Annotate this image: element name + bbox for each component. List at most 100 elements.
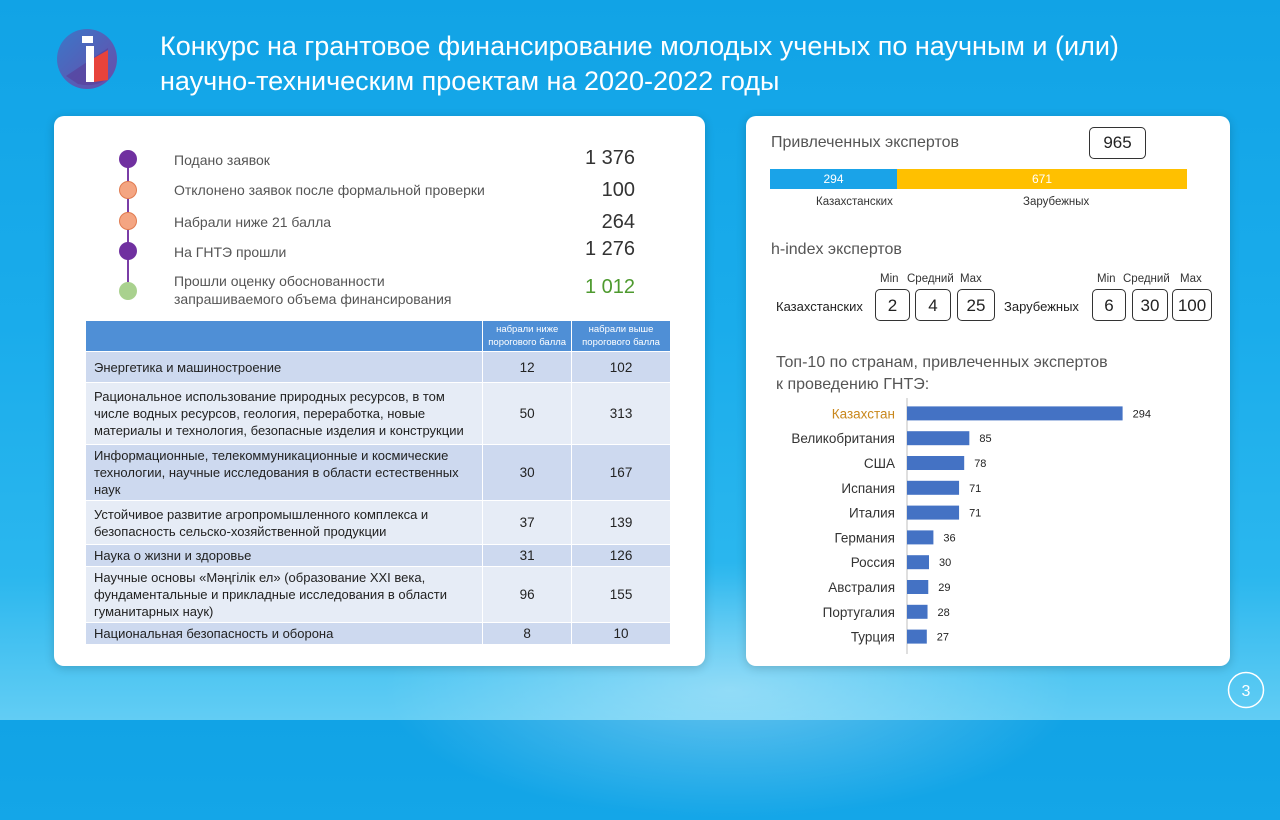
- logo-icon: [57, 29, 117, 89]
- chart-value-label: 36: [943, 532, 955, 544]
- hindex-title: h-index экспертов: [771, 241, 902, 258]
- table-header-below: набрали ниже порогового балла: [482, 320, 573, 352]
- chart-bar: [907, 431, 970, 446]
- chart-value-label: 71: [969, 483, 981, 495]
- applications-panel: Подано заявок 1 376 Отклонено заявок пос…: [54, 116, 705, 666]
- chart-bar: [907, 530, 934, 545]
- table-cell-category: Энергетика и машиностроение: [84, 351, 484, 383]
- hindex-col-avg-kz: Средний: [907, 273, 954, 285]
- table-row: Информационные, телекоммуникационные и к…: [84, 444, 671, 501]
- timeline-dot: [119, 212, 137, 230]
- table-row: Научные основы «Мәңгілік ел» (образовани…: [84, 566, 671, 623]
- page-number: 3: [1242, 683, 1251, 700]
- table-row: Наука о жизни и здоровье 31 126: [84, 544, 671, 567]
- table-cell-below: 50: [482, 382, 573, 445]
- stat-value: 264: [601, 211, 635, 233]
- table-cell-below: 37: [482, 500, 573, 545]
- chart-value-label: 28: [938, 607, 950, 619]
- hindex-label-kazakh: Казахстанских: [776, 299, 863, 314]
- chart-category-label: Великобритания: [791, 431, 895, 446]
- stat-row-rejected: Отклонено заявок после формальной провер…: [54, 176, 705, 206]
- chart-category-label: Россия: [851, 555, 895, 570]
- top-countries-title-line: к проведению ГНТЭ:: [776, 376, 930, 393]
- experts-title: Привлеченных экспертов: [771, 134, 960, 151]
- chart-category-label: Испания: [841, 481, 895, 496]
- table-row: Энергетика и машиностроение 12 102: [84, 351, 671, 383]
- chart-category-label: Италия: [849, 506, 895, 521]
- table-cell-below: 8: [482, 622, 573, 645]
- slide-title-line2: научно-техническим проектам на 2020-2022…: [160, 66, 780, 96]
- stat-label: Набрали ниже 21 балла: [174, 214, 332, 230]
- table-cell-above: 126: [571, 544, 671, 567]
- timeline-dot: [119, 181, 137, 199]
- hindex-col-min-kz: Min: [880, 273, 899, 285]
- table-cell-category: Устойчивое развитие агропромышленного ко…: [84, 500, 484, 545]
- hindex-col-avg-fr: Средний: [1123, 273, 1170, 285]
- top-countries-title: Топ-10 по странам, привлеченных эксперто…: [776, 352, 1108, 396]
- timeline-dot: [119, 150, 137, 168]
- chart-value-label: 78: [974, 458, 986, 470]
- timeline-dot: [119, 282, 137, 300]
- experts-label-kazakh: Казахстанских: [816, 196, 893, 208]
- chart-bar: [907, 580, 929, 594]
- chart-bar: [907, 480, 960, 495]
- table-cell-above: 102: [571, 351, 671, 383]
- table-header-category: [84, 320, 484, 352]
- hindex-col-max-kz: Max: [960, 273, 982, 285]
- experts-stacked-bar: 294 671: [770, 169, 1187, 189]
- chart-category-label: США: [864, 456, 895, 471]
- table-cell-below: 12: [482, 351, 573, 383]
- page-number-badge: 3: [1227, 671, 1265, 709]
- chart-value-label: 27: [937, 632, 949, 644]
- table-header-above: набрали выше порогового балла: [571, 320, 671, 352]
- experts-total: 965: [1089, 127, 1146, 159]
- experts-bar-kazakh: 294: [770, 169, 898, 189]
- table-cell-below: 30: [482, 444, 573, 501]
- stat-row-passed-gnte: На ГНТЭ прошли 1 276: [54, 238, 705, 268]
- chart-bar: [907, 505, 960, 520]
- table-cell-above: 167: [571, 444, 671, 501]
- stat-label-line: Прошли оценку обоснованности: [174, 273, 385, 289]
- table-cell-category: Национальная безопасность и оборона: [84, 622, 484, 645]
- table-cell-below: 96: [482, 566, 573, 623]
- table-cell-category: Научные основы «Мәңгілік ел» (образовани…: [84, 566, 484, 623]
- stat-label-line: запрашиваемого объема финансирования: [174, 291, 452, 307]
- chart-category-label: Австралия: [828, 580, 895, 595]
- chart-bar: [907, 406, 1123, 421]
- table-row: Устойчивое развитие агропромышленного ко…: [84, 500, 671, 545]
- top-countries-title-line: Топ-10 по странам, привлеченных эксперто…: [776, 354, 1108, 371]
- table-cell-category: Наука о жизни и здоровье: [84, 544, 484, 567]
- hindex-fr-min: 6: [1092, 289, 1126, 321]
- hindex-fr-avg: 30: [1132, 289, 1168, 321]
- slide-title-line1: Конкурс на грантовое финансирование моло…: [160, 31, 1119, 61]
- experts-bar-foreign: 671: [897, 169, 1187, 189]
- table-cell-category: Рациональное использование природных рес…: [84, 382, 484, 445]
- timeline-dot: [119, 242, 137, 260]
- table-cell-below: 31: [482, 544, 573, 567]
- stat-label: На ГНТЭ прошли: [174, 244, 287, 260]
- table-header-row: набрали ниже порогового балла набрали вы…: [84, 320, 671, 352]
- stat-row-funding-assessed: Прошли оценку обоснованности запрашиваем…: [54, 272, 705, 312]
- stat-row-submitted: Подано заявок 1 376: [54, 146, 705, 176]
- chart-bar: [907, 555, 929, 570]
- top-countries-bar-chart: Казахстан 294 Великобритания 85 США 78 Испания…: [791, 398, 1151, 654]
- page-number-circle: [1227, 671, 1265, 709]
- table-cell-above: 155: [571, 566, 671, 623]
- chart-bar: [907, 604, 928, 619]
- hindex-kz-min: 2: [875, 289, 910, 321]
- stat-label: Подано заявок: [174, 152, 270, 168]
- table-cell-above: 10: [571, 622, 671, 645]
- experts-label-foreign: Зарубежных: [1023, 196, 1090, 208]
- slide-title: Конкурс на грантовое финансирование моло…: [160, 29, 1240, 99]
- hindex-col-min-fr: Min: [1097, 273, 1116, 285]
- stat-label: Прошли оценку обоснованности запрашиваем…: [174, 272, 452, 308]
- stat-value: 1 376: [584, 147, 635, 169]
- chart-value-label: 71: [969, 508, 981, 520]
- chart-category-label: Турция: [851, 630, 895, 645]
- stat-value: 100: [601, 179, 635, 201]
- hindex-kz-avg: 4: [915, 289, 951, 321]
- chart-bar: [907, 456, 965, 470]
- stat-row-below-21: Набрали ниже 21 балла 264: [54, 208, 705, 238]
- stat-value: 1 012: [584, 276, 635, 298]
- hindex-fr-max: 100: [1172, 289, 1212, 321]
